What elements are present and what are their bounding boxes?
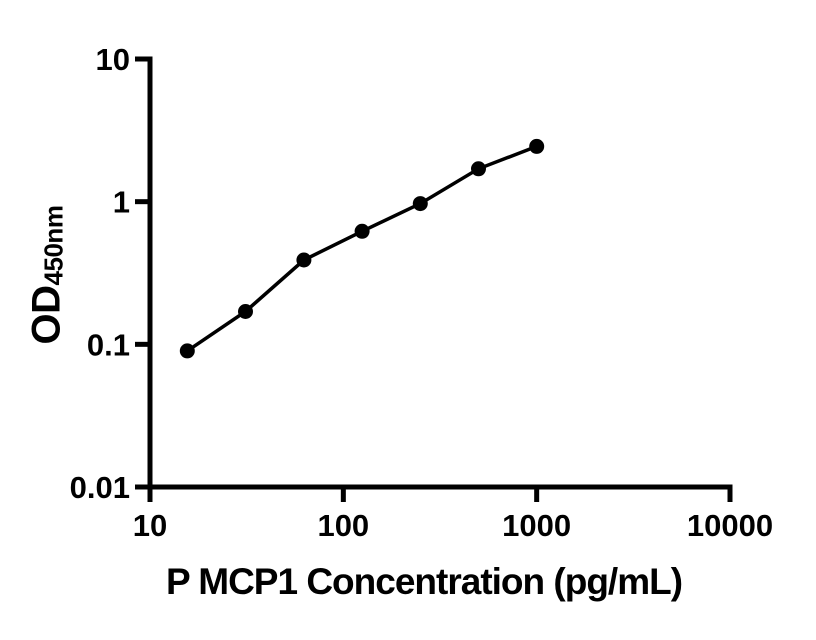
x-tick-label: 100 bbox=[317, 508, 369, 543]
data-point bbox=[296, 252, 312, 268]
standard-curve-line bbox=[186, 144, 538, 353]
data-point bbox=[354, 223, 370, 239]
x-tick-label: 1000 bbox=[502, 508, 571, 543]
data-point bbox=[238, 304, 253, 319]
x-tick-label: 10000 bbox=[687, 508, 773, 543]
y-tick-label: 0.01 bbox=[70, 470, 130, 505]
data-point bbox=[412, 196, 428, 212]
data-point bbox=[471, 161, 486, 177]
x-tick-label: 10 bbox=[133, 508, 167, 543]
y-tick-label: 10 bbox=[96, 42, 130, 77]
y-tick-label: 0.1 bbox=[87, 327, 130, 362]
data-point bbox=[179, 343, 195, 359]
y-tick-label: 1 bbox=[113, 185, 130, 220]
y-axis-title-text: OD bbox=[24, 285, 69, 345]
y-axis-title-subscript: 450nm bbox=[38, 205, 69, 286]
x-axis-title: P MCP1 Concentration (pg/mL) bbox=[165, 561, 683, 602]
axis-spine bbox=[147, 56, 733, 490]
y-axis-title: OD 450nm bbox=[25, 206, 70, 345]
data-point bbox=[529, 138, 545, 154]
